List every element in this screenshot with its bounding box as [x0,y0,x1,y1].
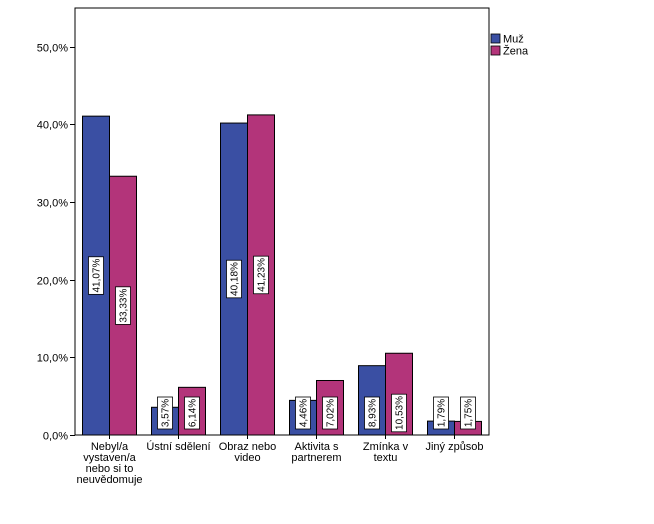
data-label: 1,79% [437,399,448,427]
x-category-label-line: Aktivita s [294,441,339,453]
data-label-box [295,396,311,430]
x-category-label: Obraz nebo video [219,441,276,464]
x-category-label-line: textu [374,452,398,464]
data-label-group: 1,75% [460,396,476,430]
data-label-box [322,396,338,430]
data-label-box [364,396,380,430]
y-tick-label: 30,0% [37,198,68,210]
legend-swatch [490,45,501,56]
data-label-box [226,259,242,299]
legend-item-label: Muž [503,34,524,46]
data-label: 10,53% [395,396,406,430]
plot-area: 0,0% 10,0% 20,0% 30,0% 40,0% 50,0% 41,07% 33,33… [37,7,490,486]
data-label: 8,93% [368,399,379,427]
x-category-label: Zmínka v textu [363,441,409,464]
data-label-box [157,396,173,430]
y-tick-label: 40,0% [37,120,68,132]
data-label-group: 41,23% [253,255,269,295]
data-label-group: 1,79% [433,396,449,430]
data-label: 3,57% [161,399,172,427]
data-label: 6,14% [188,399,199,427]
data-label-box [433,396,449,430]
data-label-box [391,393,407,433]
x-category-label-line: Zmínka v [363,441,409,453]
data-label: 40,18% [230,262,241,296]
data-label-box [460,396,476,430]
data-label-group: 40,18% [226,259,242,299]
legend-item-label: Žena [503,45,529,58]
data-label-group: 10,53% [391,393,407,433]
x-category-label-line: Nebyl/a [91,441,129,453]
x-category-label: Aktivita s partnerem [291,441,341,464]
data-label-group: 8,93% [364,396,380,430]
data-label-group: 33,33% [115,286,131,325]
data-label-box [253,255,269,295]
x-category-label-line: Obraz nebo [219,441,276,453]
data-label-group: 6,14% [184,396,200,430]
data-label-group: 3,57% [157,396,173,430]
data-label: 4,46% [299,399,310,427]
data-label-group: 7,02% [322,396,338,430]
data-label-box [88,256,104,295]
x-category-label: Jiný způsob [425,441,483,453]
x-category-label-line: video [234,452,260,464]
data-label-box [184,396,200,430]
plot-frame [74,7,490,436]
x-category-label-line: vystaven/a [83,452,136,464]
x-category-label-line: neuvědomuje [76,474,142,486]
y-tick-label: 0,0% [43,431,68,443]
data-label: 41,07% [92,259,103,293]
x-category-label-line: Jiný způsob [425,441,483,453]
x-category-label-line: Ústní sdělení [146,440,210,453]
legend-swatch [490,33,501,44]
y-tick-label: 10,0% [37,353,68,365]
y-tick-label: 50,0% [37,43,68,55]
y-tick-label: 20,0% [37,276,68,288]
data-label: 33,33% [119,289,130,323]
data-label-box [115,286,131,325]
data-label: 41,23% [257,258,268,292]
x-category-label: Nebyl/a vystaven/a nebo si to neuvědomuje [76,441,142,486]
x-category-label-line: partnerem [291,452,341,464]
x-category-label: Ústní sdělení [146,440,210,453]
data-label-group: 41,07% [88,256,104,295]
data-label: 1,75% [464,399,475,427]
x-category-label-line: nebo si to [86,463,134,475]
data-label-group: 4,46% [295,396,311,430]
data-label: 7,02% [326,399,337,427]
